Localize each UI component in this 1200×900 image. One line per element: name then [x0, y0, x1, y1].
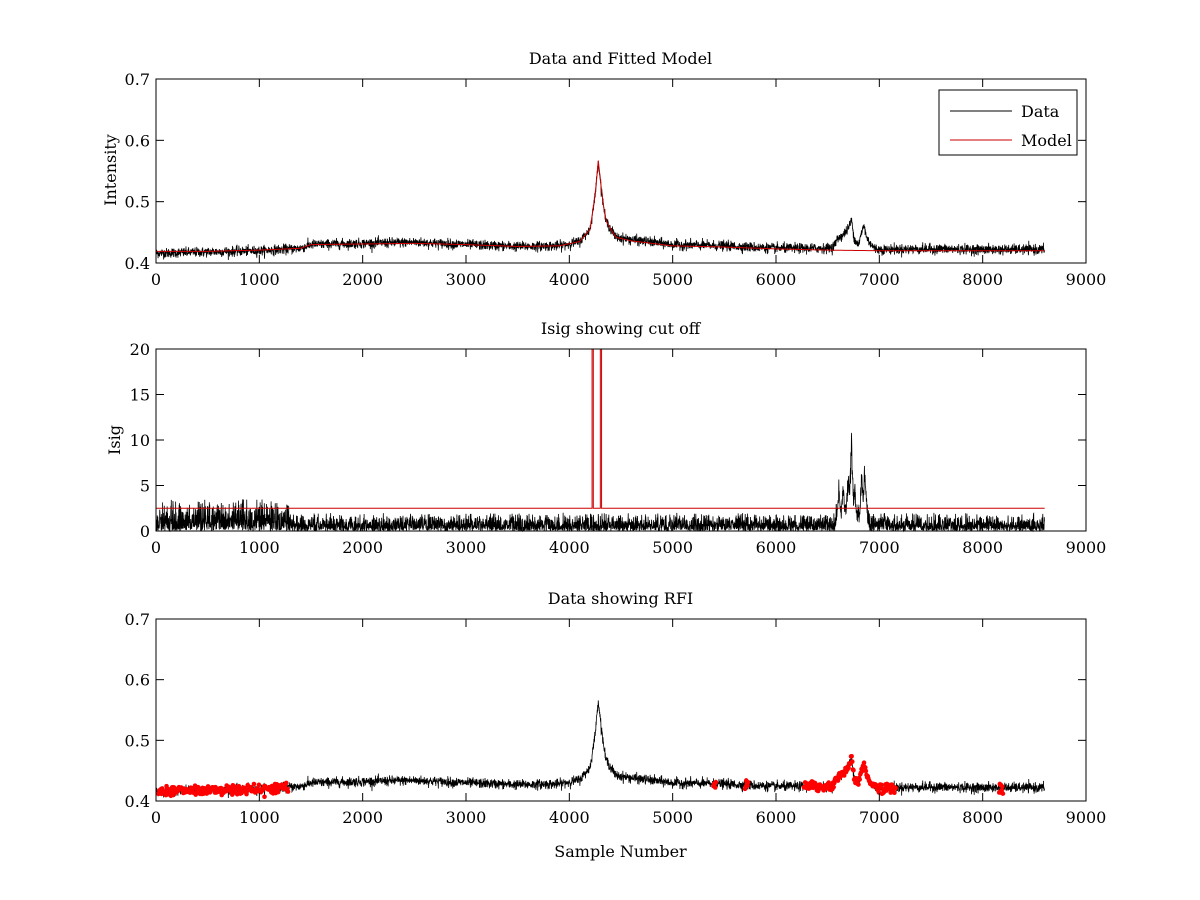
x-tick-label: 5000	[652, 270, 693, 289]
rfi-point	[862, 765, 868, 770]
rfi-point	[285, 789, 291, 794]
y-tick-label: 0.7	[125, 70, 150, 89]
panel2-frame	[155, 348, 1087, 532]
rfi-point	[851, 767, 856, 773]
rfi-point	[712, 785, 718, 790]
x-tick-label: 8000	[962, 538, 1003, 557]
rfi-point	[892, 790, 897, 796]
x-tick-label: 1000	[239, 538, 280, 557]
legend: Data Model	[938, 89, 1078, 156]
y-tick-label: 0.4	[125, 254, 150, 273]
x-tick-label: 4000	[549, 538, 590, 557]
panel-isig: Isig showing cut off Isig 0 1000 2000 3000 4…	[105, 319, 1106, 557]
x-tick-label: 5000	[652, 538, 693, 557]
panel3-title: Data showing RFI	[548, 589, 693, 608]
panel1-frame	[155, 78, 1087, 264]
x-tick-label: 0	[151, 538, 161, 557]
legend-label-model: Model	[1021, 131, 1072, 150]
panel1-title: Data and Fitted Model	[529, 49, 712, 68]
rfi-point	[831, 784, 836, 790]
panel3-xlabel: Sample Number	[554, 842, 687, 861]
rfi-point	[1000, 791, 1006, 796]
y-tick-label: 20	[130, 340, 150, 359]
x-tick-label: 2000	[342, 538, 383, 557]
panel-rfi: Data showing RFI Sample Number 0 1000 2000…	[125, 589, 1107, 861]
x-tick-label: 6000	[756, 270, 797, 289]
panel3-rfi-points	[156, 753, 1006, 800]
x-tick-label: 8000	[962, 808, 1003, 827]
x-tick-label: 9000	[1066, 808, 1107, 827]
rfi-point	[841, 773, 847, 778]
x-tick-label: 1000	[239, 808, 280, 827]
y-tick-label: 0.5	[125, 731, 150, 750]
x-tick-label: 3000	[446, 808, 487, 827]
x-tick-label: 7000	[859, 538, 900, 557]
rfi-point	[879, 782, 884, 788]
rfi-point	[861, 760, 867, 766]
x-tick-label: 9000	[1066, 538, 1107, 557]
x-tick-label: 3000	[446, 270, 487, 289]
rfi-point	[849, 759, 855, 764]
rfi-point	[283, 780, 289, 786]
rfi-point	[856, 782, 861, 787]
rfi-point	[745, 779, 751, 785]
panel3-data-line	[155, 700, 1045, 799]
x-tick-label: 7000	[859, 808, 900, 827]
rfi-point	[275, 789, 281, 795]
panel2-ylabel: Isig	[105, 425, 124, 455]
rfi-point	[849, 753, 854, 759]
rfi-point	[859, 768, 865, 774]
rfi-point	[1000, 784, 1005, 789]
x-tick-label: 9000	[1066, 270, 1107, 289]
rfi-point	[893, 785, 898, 791]
rfi-point	[846, 765, 851, 771]
x-tick-label: 0	[151, 270, 161, 289]
panel1-ylabel: Intensity	[101, 134, 120, 206]
x-tick-label: 6000	[756, 538, 797, 557]
legend-box	[938, 89, 1078, 156]
rfi-point	[863, 768, 869, 774]
x-tick-label: 1000	[239, 270, 280, 289]
x-tick-label: 4000	[549, 270, 590, 289]
y-tick-label: 15	[130, 386, 150, 405]
x-tick-label: 5000	[652, 808, 693, 827]
x-tick-label: 2000	[342, 808, 383, 827]
panel1-model-line	[156, 160, 1045, 252]
rfi-point	[831, 780, 837, 786]
panel2-isig-line	[155, 432, 1045, 533]
x-tick-label: 0	[151, 808, 161, 827]
panel2-cutoff-line	[156, 348, 1045, 509]
x-tick-label: 6000	[756, 808, 797, 827]
y-tick-label: 0.7	[125, 610, 150, 629]
y-tick-label: 0.4	[125, 792, 150, 811]
rfi-point	[262, 794, 267, 800]
panel-data-model: Data and Fitted Model Intensity 0 1000 200…	[101, 49, 1106, 289]
x-tick-label: 4000	[549, 808, 590, 827]
legend-label-data: Data	[1021, 102, 1060, 121]
rfi-point	[713, 779, 719, 785]
panel2-title: Isig showing cut off	[541, 319, 702, 338]
x-tick-label: 8000	[962, 270, 1003, 289]
x-tick-label: 7000	[859, 270, 900, 289]
y-tick-label: 10	[130, 431, 150, 450]
y-tick-label: 0	[140, 522, 150, 541]
rfi-point	[256, 782, 262, 788]
rfi-point	[857, 777, 862, 782]
panel3-frame	[155, 618, 1087, 802]
y-tick-label: 5	[140, 477, 150, 496]
y-tick-label: 0.6	[125, 131, 150, 150]
x-tick-label: 3000	[446, 538, 487, 557]
x-tick-label: 2000	[342, 270, 383, 289]
rfi-point	[251, 781, 257, 787]
y-tick-label: 0.6	[125, 671, 150, 690]
y-tick-label: 0.5	[125, 193, 150, 212]
rfi-point	[745, 783, 750, 788]
rfi-point	[236, 784, 242, 789]
